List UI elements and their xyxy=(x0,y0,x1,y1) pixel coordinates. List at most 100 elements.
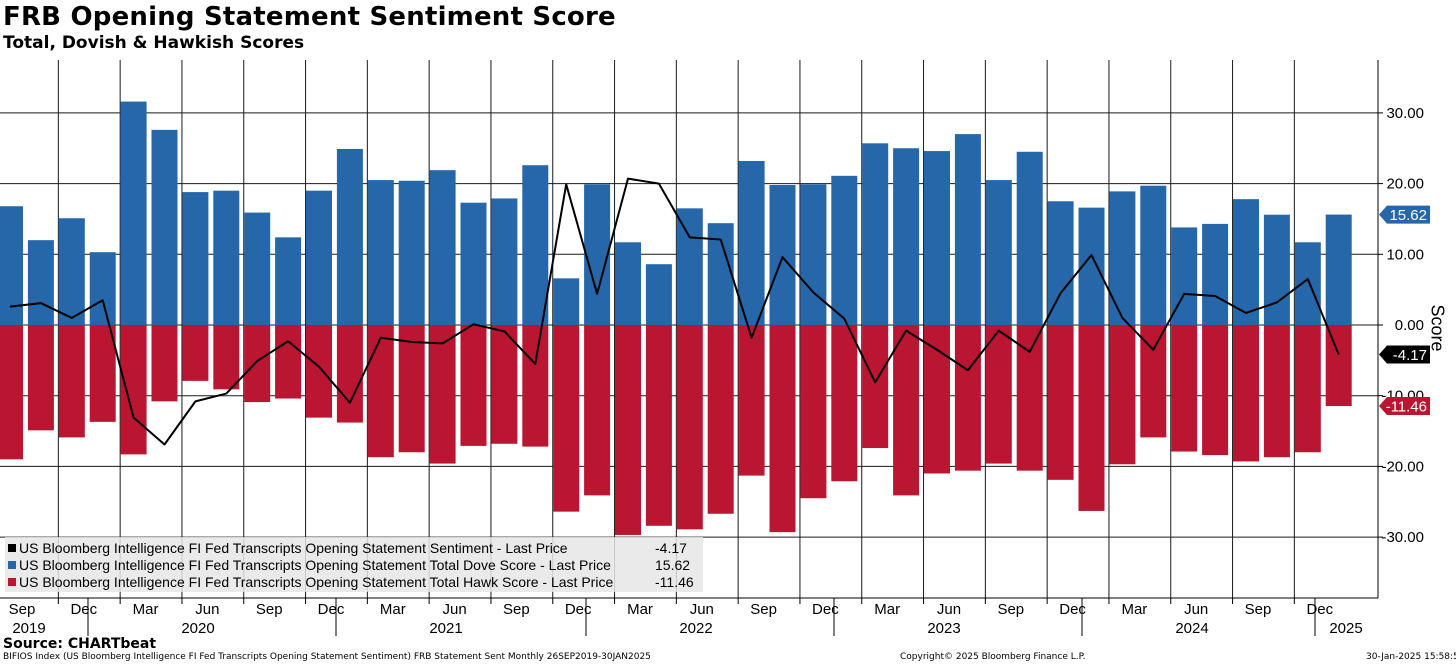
hawk-bar xyxy=(800,325,827,499)
dove-bar xyxy=(985,180,1012,325)
dove-bar xyxy=(1047,201,1074,325)
dove-bar xyxy=(615,242,641,325)
hawk-bar xyxy=(1047,325,1074,480)
dove-bar xyxy=(1263,214,1290,325)
x-year-label: 2021 xyxy=(429,620,462,637)
hawk-bar xyxy=(645,325,672,526)
hawk-bar xyxy=(1233,325,1259,462)
legend-swatch-dove xyxy=(8,560,16,569)
hawk-bar xyxy=(769,325,796,533)
legend-swatch-sentiment xyxy=(8,543,16,552)
hawk-bar xyxy=(553,325,580,512)
dove-bar xyxy=(769,185,796,325)
dove-bar xyxy=(336,148,363,325)
hawk-bar xyxy=(182,325,209,381)
last-value-hawk-tag xyxy=(1379,397,1430,416)
dove-bar xyxy=(1109,191,1136,325)
last-value-hawk-text: -11.46 xyxy=(1386,399,1427,416)
hawk-bar xyxy=(1263,325,1290,458)
dove-bar xyxy=(676,208,703,325)
dove-bar xyxy=(275,237,302,325)
x-tick-label: Sep xyxy=(750,601,777,618)
legend-item-sentiment: US Bloomberg Intelligence FI Fed Transcr… xyxy=(8,539,687,556)
chart-legend: US Bloomberg Intelligence FI Fed Transcr… xyxy=(5,537,703,592)
x-tick-label: Dec xyxy=(70,601,97,618)
hawk-bar xyxy=(1140,325,1167,438)
hawk-bar xyxy=(213,325,240,390)
dove-bar xyxy=(800,184,827,325)
x-tick-label: Mar xyxy=(1121,601,1147,618)
y-tick-label: 30.00 xyxy=(1386,105,1424,122)
last-value-dove-tag xyxy=(1379,205,1430,224)
y-tick-label: -20.00 xyxy=(1381,458,1424,475)
x-year-label: 2020 xyxy=(181,620,214,637)
y-tick-label: 0.00 xyxy=(1395,317,1424,334)
hawk-bar xyxy=(862,325,889,449)
x-tick-label: Dec xyxy=(565,601,592,618)
legend-label-sentiment: US Bloomberg Intelligence FI Fed Transcr… xyxy=(19,539,568,556)
dove-bar xyxy=(213,190,240,325)
hawk-bar xyxy=(954,325,981,471)
source-note: Source: CHARTbeat xyxy=(3,636,157,652)
hawk-bar xyxy=(615,325,641,535)
dove-bar xyxy=(120,101,147,325)
legend-value-sentiment: -4.17 xyxy=(655,539,687,556)
hawk-bar xyxy=(336,325,363,423)
last-value-sentiment-tag xyxy=(1379,345,1430,364)
hawk-bar xyxy=(58,325,85,438)
legend-value-dove: 15.62 xyxy=(655,556,691,573)
x-tick-label: Dec xyxy=(812,601,839,618)
dove-bar xyxy=(553,278,580,325)
index-description: BIFIOS Index (US Bloomberg Intelligence … xyxy=(3,652,651,662)
x-tick-label: Mar xyxy=(874,601,900,618)
last-value-dove: 15.62 xyxy=(1379,205,1430,224)
hawk-bar xyxy=(244,325,271,403)
chart-subtitle: Total, Dovish & Hawkish Scores xyxy=(3,33,305,53)
dove-bar xyxy=(954,134,981,325)
dove-bar xyxy=(1140,185,1167,325)
hawk-bar xyxy=(429,325,456,464)
timestamp: 30-Jan-2025 15:58:52 xyxy=(1366,652,1456,662)
y-tick-label: 20.00 xyxy=(1386,176,1424,193)
hawk-bar xyxy=(460,325,487,446)
legend-item-dove: US Bloomberg Intelligence FI Fed Transcr… xyxy=(8,556,690,573)
dove-bar xyxy=(862,143,889,325)
hawk-bar xyxy=(1078,325,1105,511)
x-tick-label: Jun xyxy=(937,601,961,618)
dove-bar xyxy=(182,192,209,325)
dove-bar xyxy=(584,184,611,325)
x-tick-label: Dec xyxy=(1306,601,1333,618)
hawk-bar xyxy=(89,325,116,422)
y-tick-label: 10.00 xyxy=(1386,246,1424,263)
legend-label-dove: US Bloomberg Intelligence FI Fed Transcr… xyxy=(19,556,611,573)
x-year-label: 2019 xyxy=(12,620,45,637)
x-year-label: 2024 xyxy=(1175,620,1208,637)
last-value-dove-text: 15.62 xyxy=(1389,207,1427,224)
hawk-bar xyxy=(1171,325,1198,452)
dove-bar xyxy=(460,202,487,325)
hawk-bar xyxy=(676,325,703,530)
hawk-bar xyxy=(27,325,54,431)
dove-bar xyxy=(924,151,950,325)
dove-bar xyxy=(58,218,85,325)
x-tick-label: Sep xyxy=(256,601,283,618)
hawk-bar xyxy=(367,325,394,458)
hawk-bar xyxy=(120,325,147,455)
hawk-bar xyxy=(985,325,1012,464)
x-tick-label: Jun xyxy=(443,601,467,618)
dove-bar xyxy=(244,212,271,325)
hawk-bar xyxy=(893,325,920,496)
dove-bar xyxy=(429,170,456,325)
x-year-label: 2022 xyxy=(679,620,712,637)
hawk-bar xyxy=(584,325,611,496)
x-tick-label: Sep xyxy=(503,601,530,618)
y-tick-label: -30.00 xyxy=(1381,529,1424,546)
x-tick-label: Jun xyxy=(1184,601,1208,618)
dove-bar xyxy=(1325,214,1352,325)
dove-bar xyxy=(151,129,178,325)
sentiment-line xyxy=(9,177,1340,446)
dove-bar xyxy=(831,175,858,325)
hawk-bar xyxy=(0,325,23,460)
hawk-bar xyxy=(1016,325,1043,471)
